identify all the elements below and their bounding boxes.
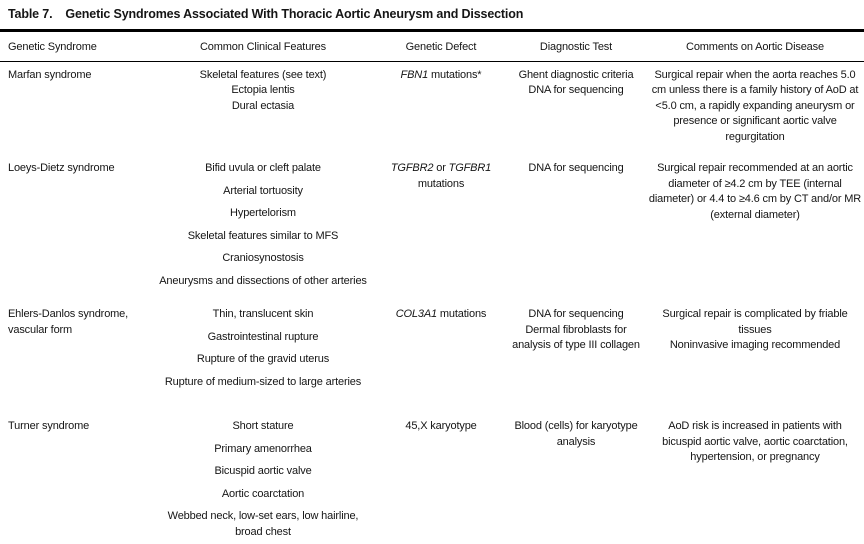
clinical-features-cell: Skeletal features (see text)Ectopia lent… <box>150 61 376 155</box>
syndrome-cell: Turner syndrome <box>0 413 150 544</box>
clinical-feature: Thin, translucent skin <box>156 307 370 323</box>
aortic-disease-comment: AoD risk is increased in patients with b… <box>648 419 862 466</box>
diagnostic-test-cell: DNA for sequencing <box>506 155 646 301</box>
clinical-feature: Bicuspid aortic valve <box>156 464 370 480</box>
defect-text: mutations <box>437 308 486 320</box>
table-number: Table 7. <box>8 7 52 21</box>
table-caption: Genetic Syndromes Associated With Thorac… <box>65 7 523 21</box>
gene-symbol: TGFBR1 <box>449 162 492 174</box>
diagnostic-test: DNA for sequencing <box>510 161 642 177</box>
diagnostic-test: Dermal fibroblasts for analysis of type … <box>510 323 642 354</box>
syndrome-cell: Loeys-Dietz syndrome <box>0 155 150 301</box>
genetic-defect-cell: FBN1 mutations* <box>376 61 506 155</box>
clinical-feature: Aortic coarctation <box>156 487 370 503</box>
clinical-feature: Ectopia lentis <box>156 83 370 99</box>
genetic-defect-cell: TGFBR2 or TGFBR1 mutations <box>376 155 506 301</box>
column-header: Genetic Defect <box>376 32 506 62</box>
diagnostic-test: DNA for sequencing <box>510 307 642 323</box>
defect-text: 45,X karyotype <box>405 420 476 432</box>
comments-cell: Surgical repair recommended at an aortic… <box>646 155 864 301</box>
column-header: Genetic Syndrome <box>0 32 150 62</box>
clinical-features-cell: Thin, translucent skin Gastrointestinal r… <box>150 301 376 413</box>
syndrome-cell: Marfan syndrome <box>0 61 150 155</box>
clinical-feature: Dural ectasia <box>156 99 370 115</box>
clinical-features-cell: Bifid uvula or cleft palate Arterial tort… <box>150 155 376 301</box>
comments-cell: Surgical repair when the aorta reaches 5… <box>646 61 864 155</box>
clinical-feature: Skeletal features similar to MFS <box>156 229 370 245</box>
gene-symbol: COL3A1 <box>396 308 437 320</box>
clinical-feature: Arterial tortuosity <box>156 184 370 200</box>
clinical-feature: Bifid uvula or cleft palate <box>156 161 370 177</box>
column-header: Diagnostic Test <box>506 32 646 62</box>
clinical-feature: Skeletal features (see text) <box>156 68 370 84</box>
clinical-feature: Gastrointestinal rupture <box>156 330 370 346</box>
clinical-feature: Aneurysms and dissections of other arter… <box>156 274 370 290</box>
clinical-feature: Primary amenorrhea <box>156 442 370 458</box>
clinical-features-cell: Short stature Primary amenorrhea Bicuspid … <box>150 413 376 544</box>
comments-cell: Surgical repair is complicated by friabl… <box>646 301 864 413</box>
diagnostic-test-cell: Blood (cells) for karyotype analysis <box>506 413 646 544</box>
column-header: Comments on Aortic Disease <box>646 32 864 62</box>
comments-cell: AoD risk is increased in patients with b… <box>646 413 864 544</box>
clinical-feature: Short stature <box>156 419 370 435</box>
gene-symbol: TGFBR2 <box>391 162 434 174</box>
clinical-feature: Hypertelorism <box>156 206 370 222</box>
column-header: Common Clinical Features <box>150 32 376 62</box>
syndrome-cell: Ehlers-Danlos syndrome, vascular form <box>0 301 150 413</box>
table-title: Table 7. Genetic Syndromes Associated Wit… <box>0 0 864 26</box>
clinical-feature: Webbed neck, low-set ears, low hairline,… <box>156 509 370 540</box>
genetic-defect-cell: COL3A1 mutations <box>376 301 506 413</box>
diagnostic-test: Ghent diagnostic criteria <box>510 68 642 84</box>
gene-symbol: FBN1 <box>401 69 429 81</box>
clinical-feature: Rupture of medium-sized to large arterie… <box>156 375 370 391</box>
genetic-defect-cell: 45,X karyotype <box>376 413 506 544</box>
table-row: Turner syndrome Short stature Primary amen… <box>0 413 864 544</box>
clinical-feature: Rupture of the gravid uterus <box>156 352 370 368</box>
defect-text: or <box>433 162 448 174</box>
diagnostic-test: Blood (cells) for karyotype analysis <box>510 419 642 450</box>
defect-text: mutations* <box>428 69 481 81</box>
defect-text: mutations <box>418 178 464 190</box>
diagnostic-test: DNA for sequencing <box>510 83 642 99</box>
aortic-disease-comment: Surgical repair is complicated by friabl… <box>648 307 862 338</box>
aortic-disease-comment: Surgical repair recommended at an aortic… <box>648 161 862 223</box>
clinical-feature: Craniosynostosis <box>156 251 370 267</box>
aortic-disease-comment: Noninvasive imaging recommended <box>648 338 862 354</box>
aortic-disease-comment: Surgical repair when the aorta reaches 5… <box>648 68 862 146</box>
